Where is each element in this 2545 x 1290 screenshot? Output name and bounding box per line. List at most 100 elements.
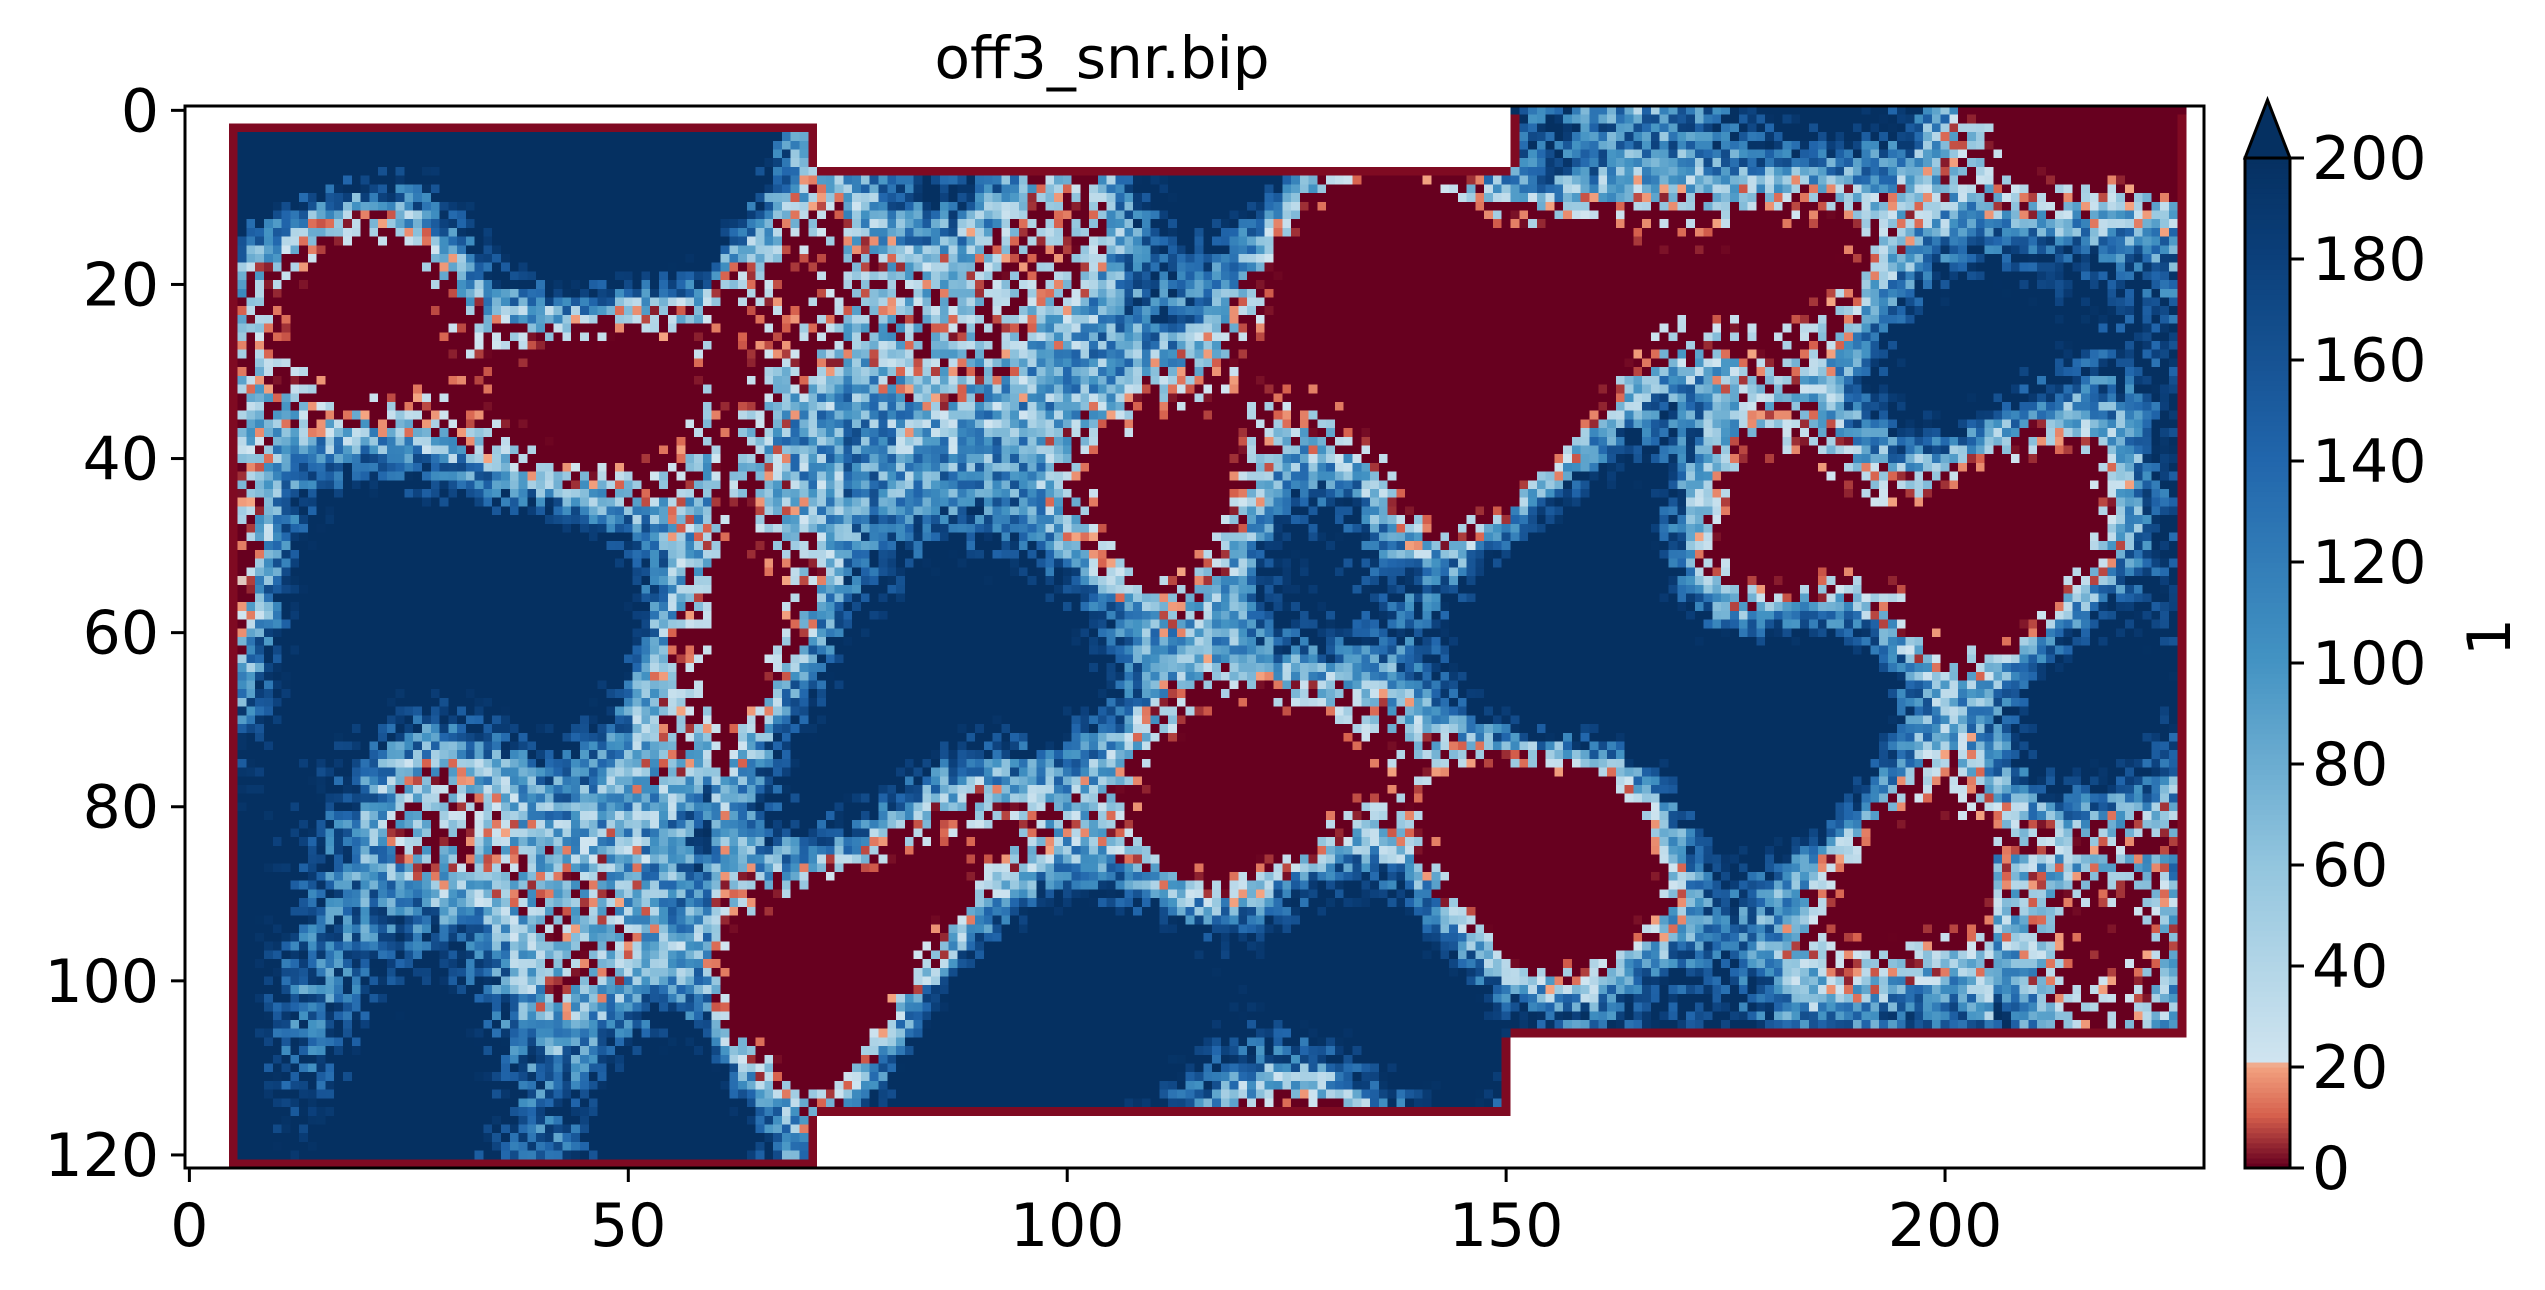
colorbar-segment (2245, 1152, 2290, 1159)
colorbar-extend-arrow (2242, 95, 2293, 160)
colorbar-segment (2245, 789, 2290, 795)
colorbar-segment (2245, 890, 2290, 896)
colorbar-segment (2245, 420, 2290, 427)
colorbar-segment (2245, 248, 2290, 255)
colorbar-segment (2245, 334, 2290, 341)
colorbar-segment (2245, 733, 2290, 740)
colorbar-segment (2245, 1026, 2290, 1033)
colorbar-segment (2245, 1031, 2290, 1038)
colorbar-segment (2245, 895, 2290, 901)
colorbar-segment (2245, 461, 2290, 467)
colorbar-segment (2245, 193, 2290, 199)
colorbar-segment (2245, 1147, 2290, 1154)
y-axis: 0 20 40 60 80 100 120 (44, 76, 185, 1191)
colorbar-segment (2245, 1122, 2290, 1129)
colorbar-segment (2245, 713, 2290, 720)
colorbar-segment (2245, 698, 2290, 704)
colorbar-segment (2245, 577, 2290, 583)
colorbar-segment (2245, 476, 2290, 482)
colorbar-segment (2245, 304, 2290, 311)
colorbar-segment (2245, 309, 2290, 316)
colorbar-segment (2245, 1142, 2290, 1149)
colorbar-segment (2245, 450, 2290, 457)
colorbar-segment (2245, 1112, 2290, 1119)
colorbar-segment (2245, 294, 2290, 300)
colorbar-segment (2245, 1087, 2290, 1093)
colorbar-segment (2245, 380, 2290, 386)
colorbar-segment (2245, 289, 2290, 295)
colorbar-segment (2245, 178, 2290, 184)
colorbar-segment (2245, 365, 2290, 371)
colorbar-tick-label: 140 (2312, 427, 2427, 497)
colorbar-segment (2245, 971, 2290, 977)
colorbar-segment (2245, 991, 2290, 997)
colorbar-segment (2245, 521, 2290, 528)
y-tick-label: 20 (83, 250, 159, 320)
colorbar-segment (2245, 339, 2290, 346)
colorbar-segment (2245, 526, 2290, 533)
y-tick-label: 0 (121, 76, 159, 146)
colorbar-segment (2245, 738, 2290, 745)
colorbar-segment (2245, 259, 2290, 265)
colorbar-segment (2245, 445, 2290, 452)
colorbar-segment (2245, 844, 2290, 851)
colorbar-segment (2245, 344, 2290, 351)
colorbar-tick-label: 200 (2312, 124, 2427, 194)
colorbar-segment (2245, 824, 2290, 831)
colorbar-segment (2245, 410, 2290, 417)
colorbar-segment (2245, 324, 2290, 331)
colorbar-segment (2245, 905, 2290, 912)
colorbar-segment (2245, 703, 2290, 710)
colorbar-segment (2245, 769, 2290, 775)
x-tick-label: 200 (1888, 1191, 2003, 1261)
colorbar-segment (2245, 516, 2290, 523)
colorbar-segment (2245, 804, 2290, 811)
colorbar-segment (2245, 395, 2290, 401)
colorbar-segment (2245, 233, 2290, 240)
colorbar-segment (2245, 430, 2290, 437)
y-tick-label: 120 (44, 1121, 159, 1191)
colorbar-segment (2245, 865, 2290, 871)
colorbar-segment (2245, 859, 2290, 866)
colorbar-tick-label: 60 (2312, 831, 2388, 901)
colorbar-segment (2245, 541, 2290, 548)
colorbar-segment (2245, 1016, 2290, 1023)
x-tick-label: 100 (1010, 1191, 1125, 1261)
colorbar-segment (2245, 935, 2290, 942)
colorbar-segment (2245, 284, 2290, 290)
x-tick-label: 150 (1449, 1191, 1564, 1261)
colorbar-segment (2245, 930, 2290, 937)
colorbar-segment (2245, 506, 2290, 513)
colorbar-segment (2245, 385, 2290, 391)
colorbar-segment (2245, 784, 2290, 790)
x-tick-label: 50 (590, 1191, 666, 1261)
colorbar-segment (2245, 1137, 2290, 1144)
colorbar-segment (2245, 809, 2290, 816)
colorbar-segment (2245, 834, 2290, 841)
colorbar-segment (2245, 491, 2290, 497)
colorbar-segment (2245, 218, 2290, 225)
colorbar-segment (2245, 617, 2290, 624)
colorbar-segment (2245, 966, 2290, 972)
colorbar-segment (2245, 329, 2290, 336)
colorbar-segment (2245, 466, 2290, 472)
colorbar-segment (2245, 1157, 2290, 1164)
colorbar-segment (2245, 637, 2290, 644)
colorbar-segment (2245, 435, 2290, 442)
colorbar-segment (2245, 758, 2290, 765)
colorbar-segment (2245, 839, 2290, 846)
colorbar-segment (2245, 1162, 2290, 1169)
colorbar-tick-label: 40 (2312, 932, 2388, 1002)
colorbar-segment (2245, 1077, 2290, 1083)
colorbar-segment (2245, 375, 2290, 381)
colorbar-segment (2245, 607, 2290, 614)
colorbar-segment (2245, 1011, 2290, 1018)
colorbar-segment (2245, 764, 2290, 770)
colorbar-segment (2245, 748, 2290, 755)
colorbar-segment (2245, 1067, 2290, 1073)
colorbar-segment (2245, 986, 2290, 992)
colorbar-segment (2245, 279, 2290, 285)
colorbar-segment (2245, 663, 2290, 669)
colorbar-segment (2245, 627, 2290, 634)
